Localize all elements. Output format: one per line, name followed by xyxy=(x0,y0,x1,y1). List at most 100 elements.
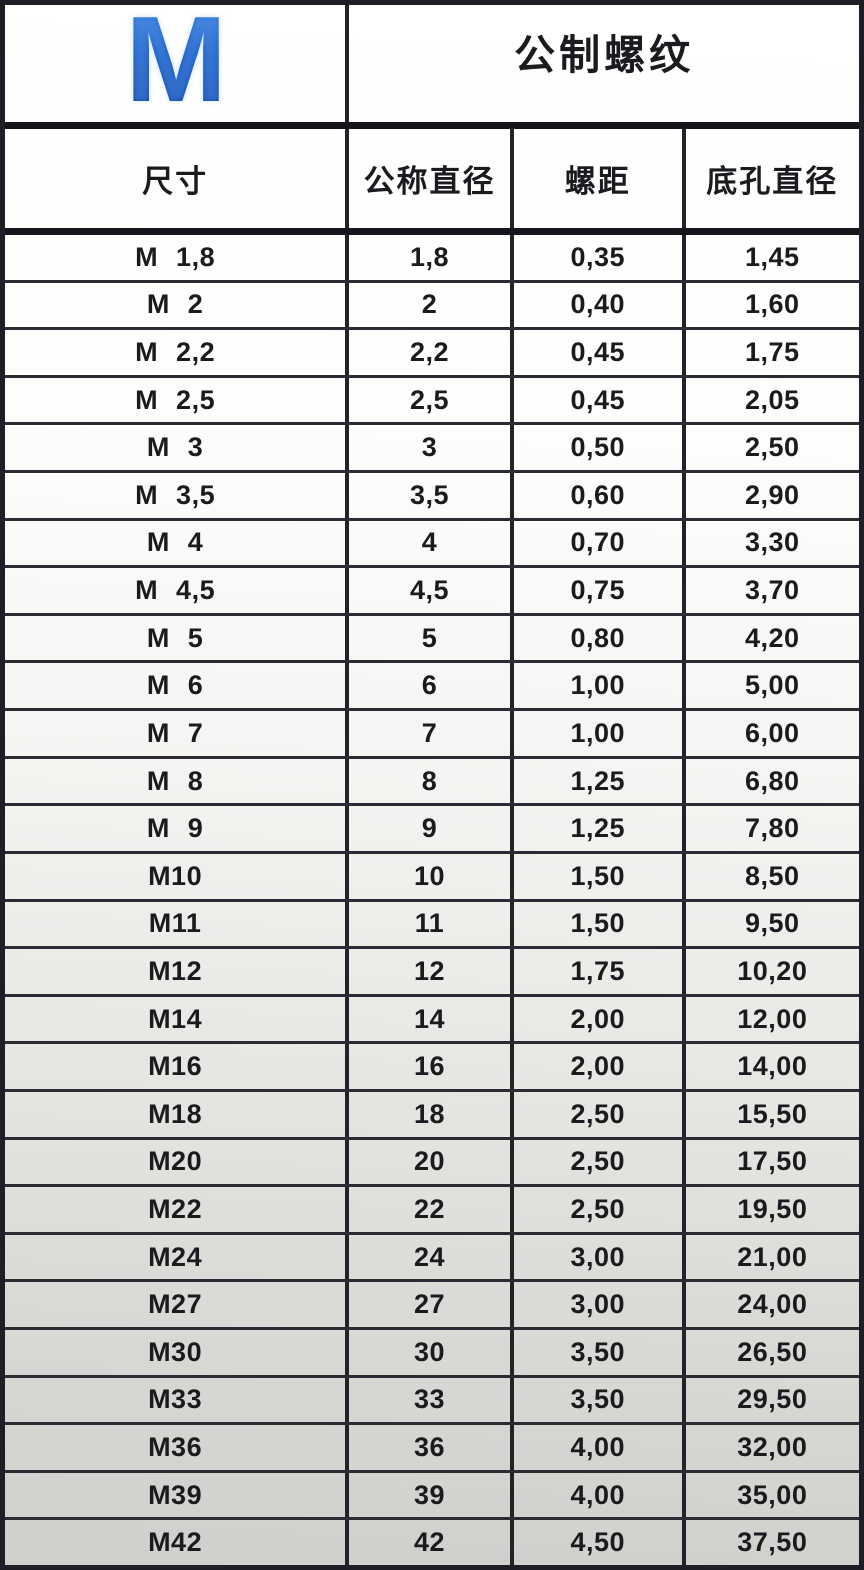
table-row: M42 42 4,50 37,50 xyxy=(5,1520,859,1565)
cell-nominal: 36 xyxy=(349,1425,514,1470)
table-row: M 2,5 2,5 0,45 2,05 xyxy=(5,377,859,426)
cell-tap-drill: 3,30 xyxy=(745,527,800,558)
table-row: M 4,5 4,5 0,75 3,70 xyxy=(5,568,859,616)
cell-size: M36 xyxy=(5,1425,350,1470)
table-row: M 5 5 0,80 4,20 xyxy=(5,615,859,664)
column-header-size: 尺寸 xyxy=(5,129,350,228)
column-header-nominal-diameter: 公称直径 xyxy=(349,129,514,228)
cell-pitch: 2,50 xyxy=(514,1091,686,1137)
table-row: M20 20 2,50 17,50 xyxy=(5,1139,859,1188)
cell-size: M 2,2 xyxy=(5,330,350,375)
cell-pitch: 1,25 xyxy=(514,758,686,804)
cell-nominal: 2 xyxy=(349,282,514,328)
cell-tap-drill: 1,60 xyxy=(745,289,800,320)
cell-nominal: 22 xyxy=(349,1187,514,1232)
cell-size: M 1,8 xyxy=(5,235,350,280)
cell-nominal: 1,8 xyxy=(349,235,514,280)
cell-size: M18 xyxy=(5,1091,350,1137)
column-header-row: 尺寸 公称直径 螺距 底孔直径 xyxy=(5,129,859,235)
cell-size: M20 xyxy=(5,1139,350,1185)
cell-tap-drill: 4,20 xyxy=(745,622,800,653)
cell-tap-drill: 15,50 xyxy=(737,1098,808,1129)
cell-tap-drill: 9,50 xyxy=(745,908,800,939)
table-row: M18 18 2,50 15,50 xyxy=(5,1091,859,1140)
cell-nominal: 33 xyxy=(349,1377,514,1423)
cell-tap-drill: 29,50 xyxy=(737,1384,808,1415)
cell-size: M24 xyxy=(5,1234,350,1280)
cell-pitch: 1,75 xyxy=(514,949,686,994)
cell-tap-drill: 35,00 xyxy=(737,1479,808,1510)
cell-size: M14 xyxy=(5,996,350,1042)
table-row: M33 33 3,50 29,50 xyxy=(5,1377,859,1426)
cell-tap-drill: 21,00 xyxy=(737,1241,808,1272)
cell-pitch: 1,25 xyxy=(514,806,686,851)
table-row: M24 24 3,00 21,00 xyxy=(5,1234,859,1283)
cell-pitch: 2,00 xyxy=(514,996,686,1042)
cell-size: M 2 xyxy=(5,282,350,328)
cell-size: M12 xyxy=(5,949,350,994)
banner-row: M 公制螺纹 xyxy=(5,5,859,129)
cell-nominal: 7 xyxy=(349,711,514,756)
cell-nominal: 3,5 xyxy=(349,473,514,518)
cell-nominal: 5 xyxy=(349,615,514,661)
cell-pitch: 4,00 xyxy=(514,1472,686,1518)
cell-size: M 5 xyxy=(5,615,350,661)
cell-nominal: 3 xyxy=(349,425,514,471)
cell-tap-drill: 2,90 xyxy=(745,479,800,510)
cell-nominal: 10 xyxy=(349,853,514,899)
cell-nominal: 2,2 xyxy=(349,330,514,375)
cell-pitch: 0,45 xyxy=(514,330,686,375)
cell-pitch: 0,70 xyxy=(514,520,686,566)
logo-cell: M xyxy=(5,5,350,122)
cell-tap-drill: 32,00 xyxy=(737,1432,808,1463)
table-row: M 3 3 0,50 2,50 xyxy=(5,425,859,474)
cell-tap-drill: 2,05 xyxy=(745,384,800,415)
table-row: M 9 9 1,25 7,80 xyxy=(5,806,859,854)
cell-size: M39 xyxy=(5,1472,350,1518)
cell-tap-drill: 17,50 xyxy=(737,1146,808,1177)
cell-nominal: 27 xyxy=(349,1282,514,1328)
cell-tap-drill: 5,00 xyxy=(745,670,800,701)
cell-size: M10 xyxy=(5,853,350,899)
cell-pitch: 3,50 xyxy=(514,1330,686,1375)
cell-size: M16 xyxy=(5,1044,350,1089)
table-row: M 8 8 1,25 6,80 xyxy=(5,758,859,807)
cell-pitch: 1,50 xyxy=(514,853,686,899)
table-row: M36 36 4,00 32,00 xyxy=(5,1425,859,1473)
cell-tap-drill: 10,20 xyxy=(737,955,808,986)
cell-pitch: 0,40 xyxy=(514,282,686,328)
cell-size: M 8 xyxy=(5,758,350,804)
cell-tap-drill: 1,45 xyxy=(745,241,800,272)
cell-size: M42 xyxy=(5,1520,350,1565)
cell-pitch: 1,50 xyxy=(514,901,686,947)
cell-nominal: 39 xyxy=(349,1472,514,1518)
cell-nominal: 2,5 xyxy=(349,377,514,423)
cell-pitch: 3,50 xyxy=(514,1377,686,1423)
cell-pitch: 2,50 xyxy=(514,1139,686,1185)
table-row: M 1,8 1,8 0,35 1,45 xyxy=(5,235,859,283)
cell-pitch: 0,45 xyxy=(514,377,686,423)
cell-size: M27 xyxy=(5,1282,350,1328)
cell-tap-drill: 37,50 xyxy=(737,1527,808,1558)
column-header-pitch: 螺距 xyxy=(514,129,686,228)
cell-tap-drill: 26,50 xyxy=(737,1336,808,1367)
cell-size: M 3,5 xyxy=(5,473,350,518)
cell-pitch: 1,00 xyxy=(514,711,686,756)
table-row: M16 16 2,00 14,00 xyxy=(5,1044,859,1092)
cell-tap-drill: 3,70 xyxy=(745,575,800,606)
cell-nominal: 8 xyxy=(349,758,514,804)
table-body: M 1,8 1,8 0,35 1,45 M 2 2 0,40 1,60 M 2,2 2,2 0,45… xyxy=(5,235,859,1565)
cell-tap-drill: 19,50 xyxy=(737,1193,808,1224)
table-row: M 2,2 2,2 0,45 1,75 xyxy=(5,330,859,378)
cell-pitch: 0,80 xyxy=(514,615,686,661)
table-row: M 6 6 1,00 5,00 xyxy=(5,663,859,712)
cell-pitch: 4,50 xyxy=(514,1520,686,1565)
cell-pitch: 1,00 xyxy=(514,663,686,709)
cell-pitch: 0,35 xyxy=(514,235,686,280)
cell-nominal: 9 xyxy=(349,806,514,851)
table-row: M10 10 1,50 8,50 xyxy=(5,853,859,902)
cell-size: M 7 xyxy=(5,711,350,756)
cell-size: M 9 xyxy=(5,806,350,851)
cell-size: M 3 xyxy=(5,425,350,471)
cell-size: M11 xyxy=(5,901,350,947)
